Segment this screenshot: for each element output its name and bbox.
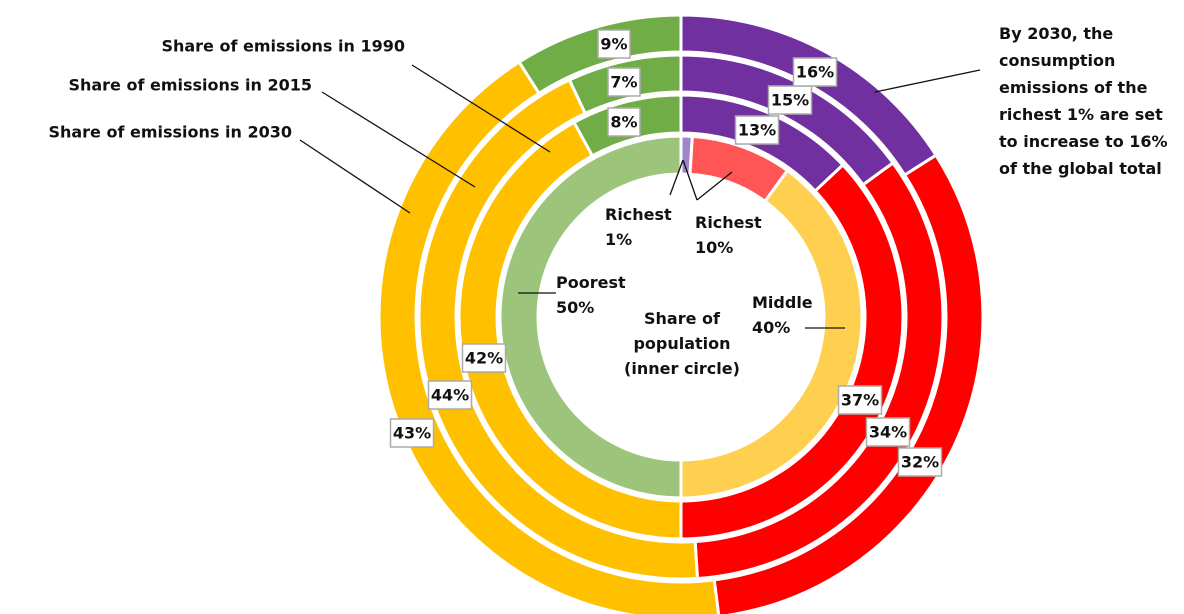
ring-segment bbox=[712, 153, 985, 614]
value-label: 13% bbox=[738, 121, 776, 140]
category-label: Richest 1% bbox=[605, 205, 672, 249]
category-label: Middle 40% bbox=[752, 293, 813, 337]
leader-line bbox=[299, 139, 411, 214]
value-label: 43% bbox=[393, 424, 431, 443]
value-label: 16% bbox=[796, 63, 834, 82]
ring-segment bbox=[498, 134, 683, 500]
annotation: By 2030, the consumption emissions of th… bbox=[999, 24, 1168, 178]
value-label: 9% bbox=[600, 35, 627, 54]
ring-name: Share of emissions in 2015 bbox=[68, 76, 312, 95]
category-label: Poorest 50% bbox=[556, 273, 626, 317]
label-box bbox=[767, 85, 813, 115]
leader-line bbox=[696, 171, 733, 201]
value-label: 44% bbox=[431, 386, 469, 405]
label-box bbox=[461, 343, 507, 373]
label-box bbox=[607, 67, 641, 97]
value-label: 34% bbox=[869, 423, 907, 442]
value-label: 7% bbox=[610, 73, 637, 92]
leader-line bbox=[682, 159, 698, 201]
label-box bbox=[865, 417, 911, 447]
value-label: 32% bbox=[901, 453, 939, 472]
value-label: 15% bbox=[771, 91, 809, 110]
label-box bbox=[427, 380, 473, 410]
label-box bbox=[597, 29, 631, 59]
leader-line bbox=[874, 69, 981, 93]
ring-name: Share of emissions in 2030 bbox=[48, 123, 292, 142]
label-box bbox=[897, 447, 943, 477]
leader-line bbox=[669, 159, 684, 196]
label-box bbox=[389, 418, 435, 448]
center-label: Share of population (inner circle) bbox=[624, 309, 740, 378]
label-box bbox=[792, 57, 838, 87]
leader-line bbox=[411, 64, 551, 153]
leader-line bbox=[321, 91, 476, 188]
value-label: 42% bbox=[465, 349, 503, 368]
value-label: 8% bbox=[610, 113, 637, 132]
category-label: Richest 10% bbox=[695, 213, 762, 257]
value-label: 37% bbox=[841, 391, 879, 410]
label-box bbox=[734, 115, 780, 145]
ring-name: Share of emissions in 1990 bbox=[161, 37, 405, 56]
label-box bbox=[837, 385, 883, 415]
label-box bbox=[607, 107, 641, 137]
ring-segment bbox=[457, 120, 683, 541]
